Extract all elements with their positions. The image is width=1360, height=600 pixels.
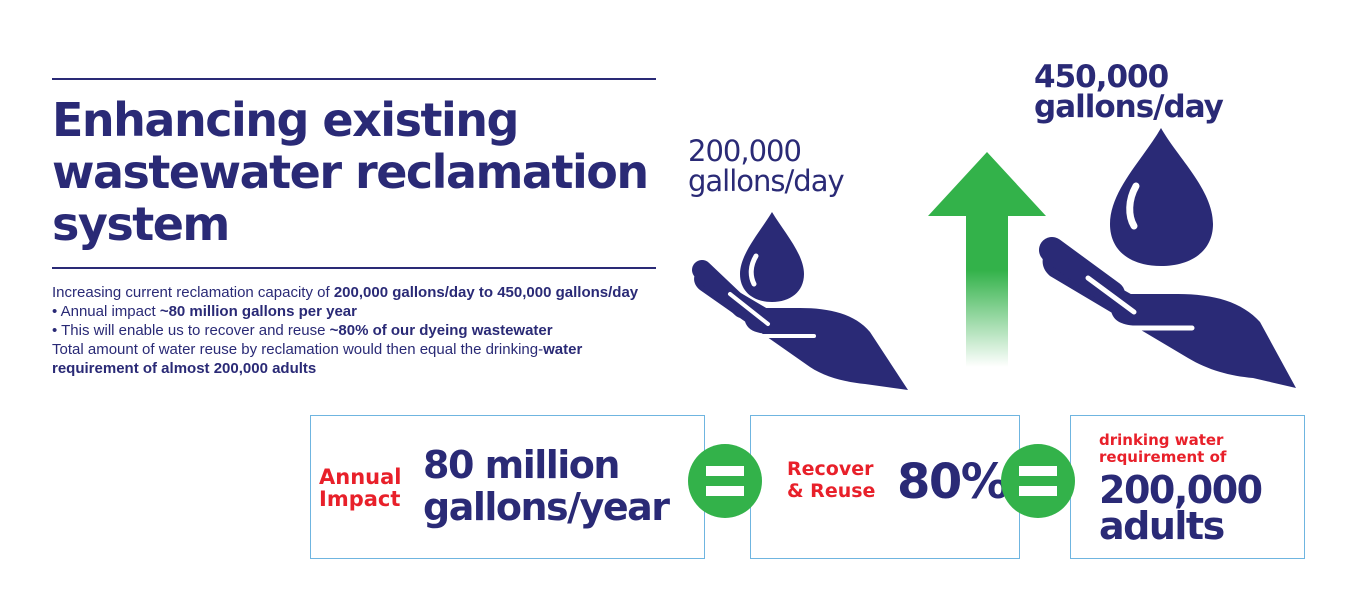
- water-drop-hand-icon: [1039, 128, 1296, 388]
- annual-impact-value: 80 million gallons/year: [423, 443, 670, 529]
- up-arrow-icon: [928, 152, 1046, 367]
- equals-icon: [688, 444, 762, 518]
- annual-impact-box: Annual Impact 80 million gallons/year: [310, 415, 705, 559]
- current-capacity-label: 200,000 gallons/day: [688, 134, 845, 198]
- recover-reuse-label: Recover & Reuse: [787, 458, 876, 502]
- annual-impact-label: Annual Impact: [319, 465, 402, 511]
- top-rule: [52, 78, 656, 80]
- water-drop-hand-icon: [692, 212, 908, 390]
- drinking-water-box: drinking water requirement of 200,000 adul…: [1070, 415, 1305, 559]
- description-text: Increasing current reclamation capacity …: [52, 284, 639, 377]
- drinking-water-value: 200,000 adults: [1099, 468, 1263, 548]
- page-title: Enhancing existing wastewater reclamatio…: [52, 93, 649, 251]
- drinking-water-label: drinking water requirement of: [1099, 431, 1227, 466]
- equals-icon: [1001, 444, 1075, 518]
- target-capacity-label: 450,000 gallons/day: [1034, 59, 1224, 125]
- recover-reuse-box: Recover & Reuse 80%: [750, 415, 1020, 559]
- bottom-rule: [52, 267, 656, 269]
- recover-reuse-value: 80%: [897, 454, 1009, 510]
